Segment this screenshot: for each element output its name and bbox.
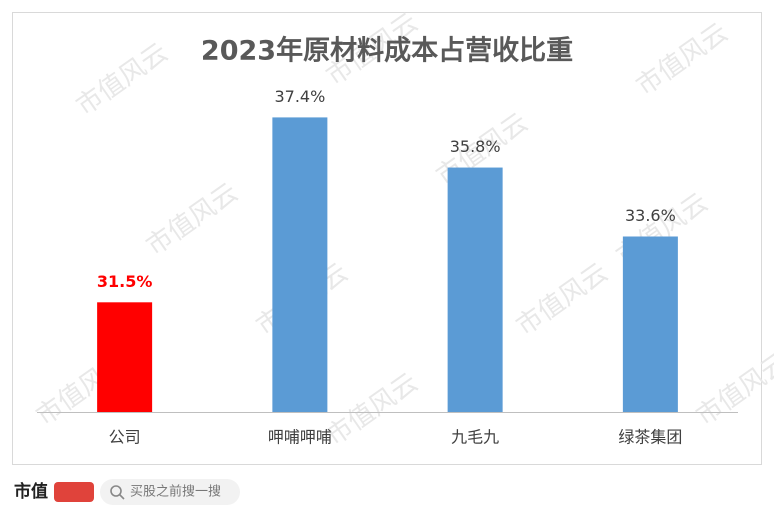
- search-box[interactable]: [100, 479, 240, 505]
- bar: [97, 302, 153, 412]
- x-tick-label: 呷哺呷哺: [268, 428, 332, 447]
- chart-title: 2023年原材料成本占营收比重: [201, 35, 573, 67]
- value-label: 35.8%: [450, 137, 501, 156]
- bar: [622, 236, 678, 412]
- search-icon: [110, 485, 122, 497]
- search-icon-handle: [119, 494, 125, 500]
- value-label: 33.6%: [625, 206, 676, 225]
- value-label: 37.4%: [274, 87, 325, 106]
- x-tick-label: 公司: [109, 428, 141, 447]
- footer: 市值 买股之前搜一搜: [14, 479, 240, 505]
- value-label: 31.5%: [97, 272, 153, 291]
- logo-icon: [54, 482, 94, 502]
- bar: [447, 167, 503, 412]
- search-placeholder: 买股之前搜一搜: [130, 484, 221, 500]
- bar: [272, 117, 328, 413]
- logo: 市值: [14, 481, 48, 502]
- x-tick-label: 绿茶集团: [618, 428, 682, 447]
- x-tick-label: 九毛九: [451, 428, 499, 447]
